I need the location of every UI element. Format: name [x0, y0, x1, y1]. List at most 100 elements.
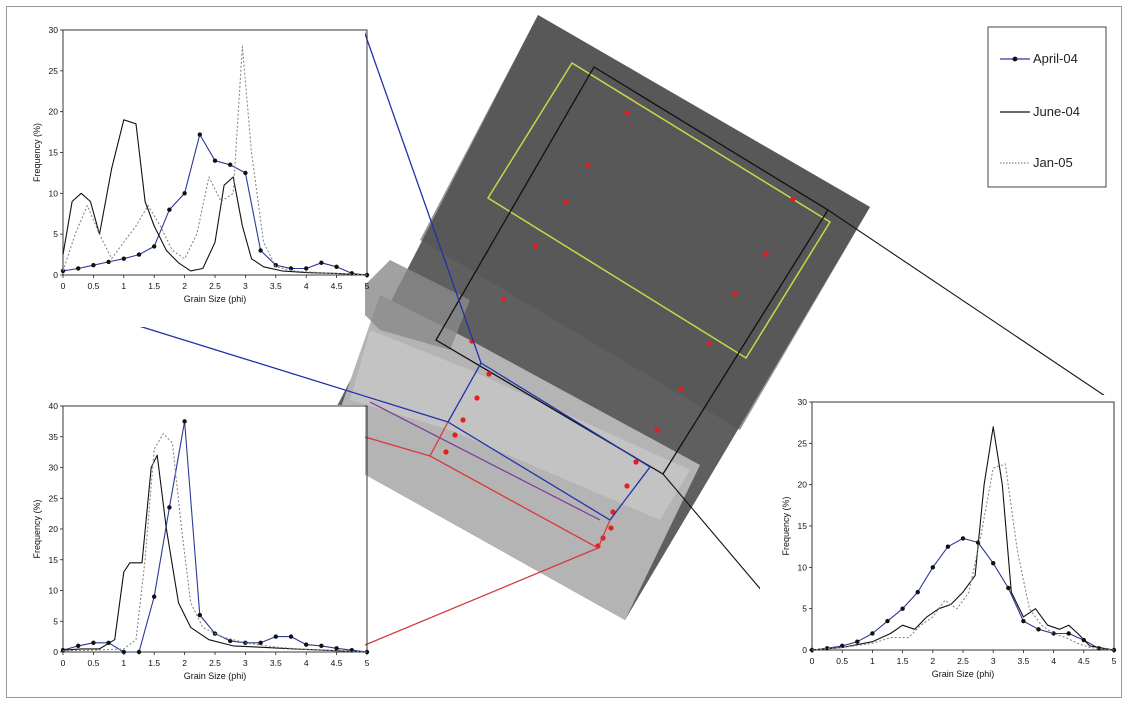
- series-line-june-04: [62, 119, 368, 276]
- connector-black-right-top: [827, 209, 1115, 403]
- y-tick-label: 20: [49, 524, 59, 534]
- x-tick-label: 0: [61, 281, 66, 291]
- data-point: [91, 263, 96, 268]
- series-line-june-04: [62, 454, 368, 653]
- x-tick-label: 1.5: [148, 658, 160, 668]
- chart-bottom-left: 0 0.5 1 1.5 2 2.5 3 3.5 4 4.5 5 0 5 10 15 20 25 30 35 40 Gra…: [10, 401, 370, 697]
- legend: April-04 June-04 Jan-05: [987, 26, 1107, 188]
- sample-point: [585, 162, 591, 168]
- cliff-vegetation: [350, 260, 470, 350]
- sample-point: [706, 341, 712, 347]
- y-tick-label: 10: [49, 586, 59, 596]
- x-tick-label: 0.5: [836, 656, 848, 666]
- legend-label-jan: Jan-05: [1033, 155, 1073, 170]
- y-tick-label: 25: [798, 438, 808, 448]
- data-point: [152, 594, 157, 599]
- data-point: [288, 634, 294, 639]
- data-point: [885, 618, 890, 624]
- data-point: [197, 132, 202, 137]
- sample-point: [474, 395, 480, 401]
- sample-point: [654, 427, 660, 433]
- data-point: [304, 266, 309, 271]
- legend-label-june: June-04: [1033, 104, 1080, 119]
- x-tick-label: 2.5: [957, 656, 969, 666]
- x-tick-label: 1.5: [897, 656, 909, 666]
- chart-panel-bg: [10, 12, 365, 327]
- y-tick-label: 0: [53, 647, 58, 657]
- data-point: [855, 639, 860, 644]
- x-tick-label: 0: [61, 658, 66, 668]
- data-point: [1006, 585, 1011, 591]
- data-point: [136, 252, 142, 257]
- connector-red-upper: [364, 436, 431, 457]
- x-tick-label: 5: [365, 658, 370, 668]
- x-tick-label: 2: [182, 658, 187, 668]
- data-point: [991, 561, 996, 566]
- sample-point: [763, 251, 769, 257]
- data-point: [304, 642, 309, 647]
- sample-point: [678, 386, 684, 392]
- y-tick-label: 15: [49, 555, 59, 565]
- series-line-june-04: [811, 426, 1115, 651]
- y-tick-label: 0: [53, 270, 58, 280]
- x-tick-label: 1: [870, 656, 875, 666]
- x-tick-label: 1: [121, 281, 126, 291]
- y-axis-label: Frequency (%): [32, 499, 42, 558]
- x-tick-label: 4: [304, 281, 309, 291]
- x-tick-label: 4: [1051, 656, 1056, 666]
- legend-label-april: April-04: [1033, 51, 1078, 66]
- x-tick-label: 1.5: [148, 281, 160, 291]
- x-tick-label: 4.5: [331, 658, 343, 668]
- x-tick-label: 1: [121, 658, 126, 668]
- y-tick-label: 15: [798, 521, 808, 531]
- legend-item-april: April-04: [1000, 51, 1078, 66]
- sample-point: [486, 371, 492, 377]
- y-tick-label: 20: [49, 107, 59, 117]
- y-axis-label: Frequency (%): [781, 496, 791, 555]
- sample-point: [563, 199, 569, 205]
- x-tick-label: 3: [991, 656, 996, 666]
- x-tick-label: 2.5: [209, 658, 221, 668]
- data-point: [1036, 627, 1041, 632]
- sample-point: [624, 110, 630, 116]
- data-point: [258, 640, 263, 645]
- sample-point: [732, 291, 738, 297]
- data-point: [349, 271, 354, 276]
- data-point: [243, 170, 248, 176]
- data-point: [121, 256, 127, 261]
- data-point: [91, 640, 96, 645]
- data-point: [228, 638, 233, 644]
- y-tick-label: 5: [53, 616, 58, 626]
- data-point: [152, 244, 157, 249]
- chart-top-left: 0 0.5 1 1.5 2 2.5 3 3.5 4 4.5 5 0 5 10 15 20 25 30 Grain S…: [10, 12, 370, 327]
- y-tick-label: 20: [798, 480, 808, 490]
- data-point: [167, 505, 172, 510]
- sample-point: [460, 417, 466, 423]
- data-point: [182, 191, 187, 196]
- y-tick-label: 5: [802, 604, 807, 614]
- data-point: [182, 419, 187, 424]
- x-tick-label: 2: [182, 281, 187, 291]
- data-point: [60, 268, 66, 274]
- x-axis-label: Grain Size (phi): [184, 294, 247, 304]
- data-point: [76, 266, 81, 271]
- chart-panel-bg: [760, 395, 1116, 695]
- data-point: [121, 649, 127, 655]
- connector-red-box: [429, 421, 611, 549]
- data-point: [945, 544, 951, 549]
- x-tick-label: 3.5: [270, 658, 282, 668]
- data-point: [136, 649, 142, 655]
- data-point: [228, 162, 233, 167]
- y-tick-label: 30: [49, 463, 59, 473]
- data-point: [1021, 618, 1026, 624]
- data-point: [900, 606, 905, 611]
- x-axis-label: Grain Size (phi): [184, 671, 247, 681]
- y-tick-label: 0: [802, 645, 807, 655]
- data-point: [915, 589, 920, 595]
- y-tick-label: 25: [49, 66, 59, 76]
- sample-point: [608, 525, 614, 531]
- connector-red-lower: [364, 547, 599, 646]
- connector-purple: [369, 401, 601, 521]
